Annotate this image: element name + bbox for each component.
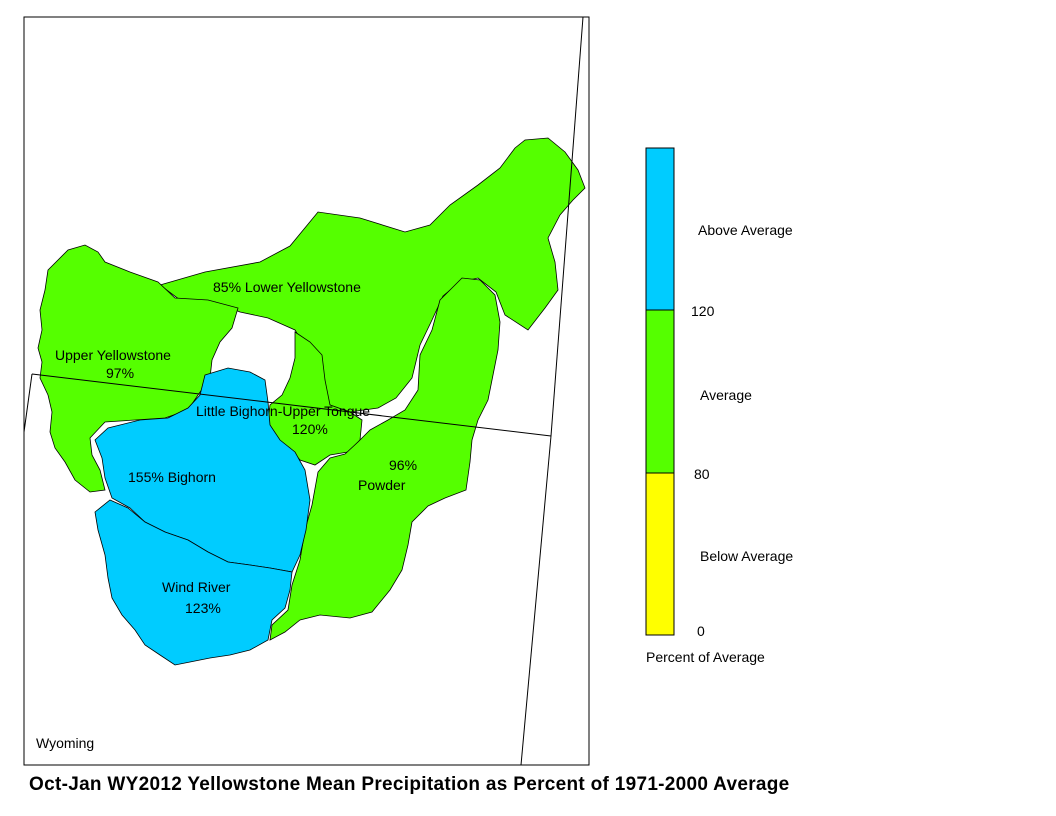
label-lbt-name: Little Bighorn-Upper Tongue: [196, 403, 370, 419]
map-title: Oct-Jan WY2012 Yellowstone Mean Precipit…: [29, 774, 790, 795]
basin-little-bighorn-upper-tongue[interactable]: [267, 331, 363, 466]
label-wind-river-name: Wind River: [162, 579, 231, 595]
legend-tick-120: 120: [691, 303, 715, 319]
label-powder-name: Powder: [358, 477, 406, 493]
legend-label-above: Above Average: [698, 222, 793, 238]
legend-label-below: Below Average: [700, 548, 793, 564]
legend-swatch-below: [645, 472, 675, 636]
label-bighorn: 155% Bighorn: [128, 469, 216, 485]
legend-swatch-average: [645, 309, 675, 474]
basin-powder[interactable]: [269, 277, 501, 641]
legend-tick-80: 80: [694, 466, 710, 482]
basin-regions: [37, 137, 586, 641]
state-boundary-lines: [23, 16, 584, 766]
legend-swatch-above: [645, 147, 675, 311]
legend-title: Percent of Average: [646, 649, 765, 665]
east-border-north: [550, 16, 584, 437]
legend-label-average: Average: [700, 387, 752, 403]
region-labels: 85% Lower Yellowstone Upper Yellowstone …: [55, 279, 417, 616]
label-wind-river-pct: 123%: [185, 600, 221, 616]
basin-wind-river[interactable]: [94, 499, 293, 666]
basin-regions-above: [94, 367, 311, 666]
label-upper-yellowstone-pct: 97%: [106, 365, 134, 381]
label-upper-yellowstone-name: Upper Yellowstone: [55, 347, 171, 363]
legend: Above Average Average Below Average 120 …: [645, 147, 793, 665]
basin-upper-yellowstone[interactable]: [37, 244, 239, 493]
west-border-segment: [23, 373, 33, 433]
label-powder-pct: 96%: [389, 457, 417, 473]
state-label-wyoming: Wyoming: [36, 735, 94, 751]
legend-tick-0: 0: [697, 623, 705, 639]
east-border-south: [520, 435, 552, 766]
montana-wyoming-border: [31, 373, 552, 437]
label-lbt-pct: 120%: [292, 421, 328, 437]
label-lower-yellowstone: 85% Lower Yellowstone: [213, 279, 361, 295]
